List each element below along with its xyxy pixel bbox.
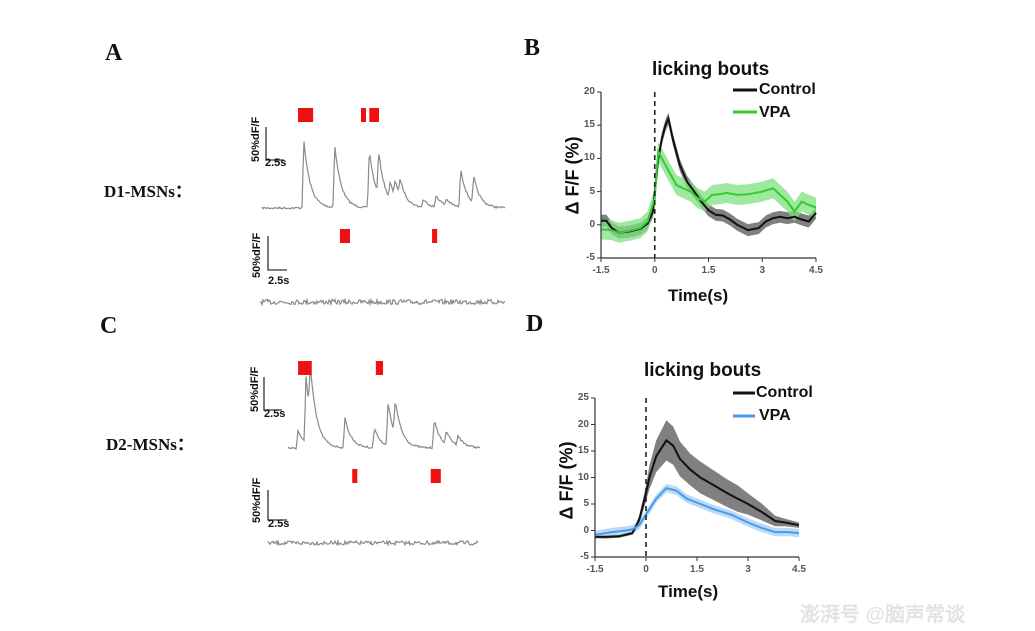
x-tick-label: 0 bbox=[643, 564, 649, 575]
x-tick-label: 4.5 bbox=[809, 265, 823, 276]
y-tick-label: 0 bbox=[589, 218, 595, 230]
y-tick-label: 10 bbox=[577, 471, 589, 483]
legend-control-label: Control bbox=[759, 81, 816, 98]
y-tick-label: -5 bbox=[586, 252, 595, 263]
lick-bout-marker bbox=[298, 361, 312, 375]
legend-vpa-label: VPA bbox=[759, 104, 791, 121]
x-tick-label: 1.5 bbox=[690, 564, 704, 575]
sem-band-vpa bbox=[601, 141, 816, 243]
calcium-trace bbox=[267, 538, 479, 548]
panel-label-d: D bbox=[526, 311, 544, 337]
scale-time-label: 2.5s bbox=[264, 408, 286, 420]
x-tick-label: 3 bbox=[745, 564, 751, 575]
row-label-d2: D2-MSNs： bbox=[106, 435, 194, 454]
row-label-d1: D1-MSNs： bbox=[104, 182, 192, 201]
panel-label-b: B bbox=[524, 35, 541, 61]
lick-bout-marker bbox=[352, 469, 358, 483]
scale-bar bbox=[267, 490, 287, 521]
chart-b-ylabel: Δ F/F (%) bbox=[562, 136, 583, 215]
x-tick-label: -1.5 bbox=[586, 564, 604, 575]
panel-label-c: C bbox=[100, 313, 118, 339]
x-tick-label: -1.5 bbox=[592, 265, 610, 276]
lick-bout-marker bbox=[369, 108, 379, 122]
calcium-trace bbox=[287, 369, 481, 451]
scale-bar bbox=[267, 236, 287, 271]
x-tick-label: 4.5 bbox=[792, 564, 806, 575]
scale-time-label: 2.5s bbox=[268, 275, 290, 287]
x-tick-label: 1.5 bbox=[701, 265, 716, 276]
scale-time-label: 2.5s bbox=[265, 157, 287, 169]
lick-bout-marker bbox=[361, 108, 366, 122]
sem-band-vpa bbox=[595, 483, 799, 539]
y-tick-label: 0 bbox=[583, 524, 589, 536]
chart-b-title: licking bouts bbox=[652, 59, 770, 80]
y-tick-label: 10 bbox=[583, 152, 595, 164]
x-tick-label: 0 bbox=[651, 265, 658, 276]
watermark: 澎湃号 @脑声常谈 bbox=[800, 604, 966, 626]
lick-bout-marker bbox=[432, 229, 438, 243]
scale-bar bbox=[263, 377, 282, 411]
scale-bar bbox=[265, 127, 284, 161]
sem-band-control bbox=[595, 420, 799, 539]
x-tick-label: 3 bbox=[759, 265, 766, 276]
y-tick-label: 15 bbox=[577, 445, 589, 456]
lick-bout-marker bbox=[339, 229, 350, 243]
y-tick-label: 25 bbox=[577, 392, 589, 403]
y-tick-label: 20 bbox=[583, 86, 595, 97]
series-line-vpa bbox=[600, 148, 817, 234]
lick-bout-marker bbox=[298, 108, 314, 122]
chart-d-xlabel: Time(s) bbox=[658, 582, 719, 601]
lick-bout-marker bbox=[375, 361, 384, 375]
chart-d-title: licking bouts bbox=[644, 360, 762, 381]
scale-amplitude-label: 50%dF/F bbox=[250, 116, 262, 162]
y-tick-label: 5 bbox=[589, 185, 595, 197]
legend-vpa-label: VPA bbox=[759, 407, 791, 424]
sem-band-control bbox=[601, 112, 816, 239]
panel-label-a: A bbox=[105, 40, 123, 66]
calcium-trace bbox=[259, 297, 506, 307]
scale-amplitude-label: 50%dF/F bbox=[249, 366, 261, 412]
legend-control-label: Control bbox=[756, 384, 813, 401]
scale-amplitude-label: 50%dF/F bbox=[251, 232, 263, 278]
scale-time-label: 2.5s bbox=[268, 518, 290, 530]
y-tick-label: -5 bbox=[580, 551, 589, 562]
y-tick-label: 5 bbox=[583, 498, 589, 509]
series-line-vpa bbox=[594, 486, 800, 536]
chart-b-xlabel: Time(s) bbox=[668, 286, 729, 305]
scale-amplitude-label: 50%dF/F bbox=[251, 477, 263, 523]
calcium-trace bbox=[261, 141, 506, 210]
y-tick-label: 20 bbox=[577, 418, 589, 430]
lick-bout-marker bbox=[430, 469, 441, 483]
y-tick-label: 15 bbox=[583, 119, 595, 131]
